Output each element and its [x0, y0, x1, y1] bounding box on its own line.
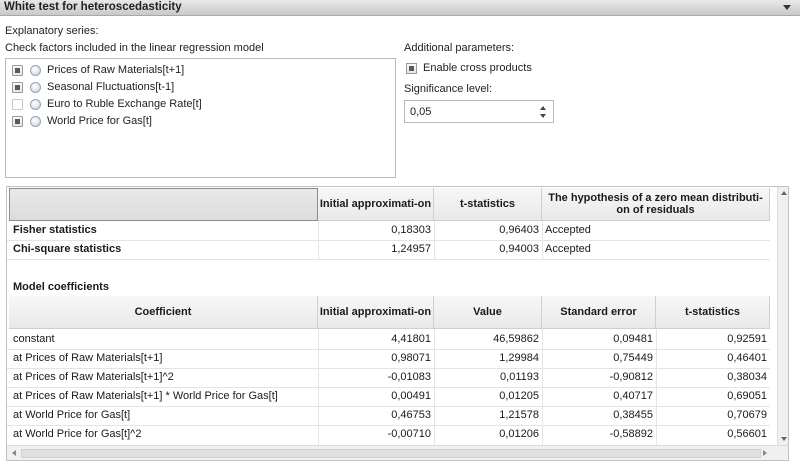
series-bullet-icon — [30, 116, 41, 127]
coef-t-statistic[interactable]: 0,92591 — [727, 333, 767, 345]
factor-checkbox[interactable] — [12, 82, 23, 93]
coef-std-error[interactable]: 0,09481 — [613, 333, 653, 345]
explanatory-series-label: Explanatory series: — [5, 25, 99, 37]
factor-item[interactable]: Prices of Raw Materials[t+1] — [6, 62, 386, 79]
significance-label: Significance level: — [404, 83, 493, 95]
coef-initial[interactable]: 0,98071 — [391, 352, 431, 364]
series-bullet-icon — [30, 82, 41, 93]
coef-name: at World Price for Gas[t]^2 — [13, 428, 142, 440]
factor-checkbox[interactable] — [12, 99, 23, 110]
coef-t-statistic[interactable]: 0,69051 — [727, 390, 767, 402]
scroll-up-icon[interactable] — [781, 191, 787, 195]
scroll-down-icon[interactable] — [781, 437, 787, 441]
test-initial[interactable]: 1,24957 — [391, 243, 431, 255]
series-bullet-icon — [30, 65, 41, 76]
col-header-initial[interactable]: Initial approximati-on — [318, 296, 434, 329]
panel-header[interactable]: White test for heteroscedasticity — [0, 0, 800, 16]
tests-corner-header — [9, 188, 318, 221]
coef-value[interactable]: 0,01205 — [499, 390, 539, 402]
coef-name: at Prices of Raw Materials[t+1]^2 — [13, 371, 174, 383]
col-header-coefficient[interactable]: Coefficient — [9, 296, 318, 329]
coef-initial[interactable]: -0,00710 — [387, 428, 431, 440]
coef-t-statistic[interactable]: 0,70679 — [727, 409, 767, 421]
factor-item[interactable]: Seasonal Fluctuations[t-1] — [6, 79, 386, 96]
coef-name: at World Price for Gas[t] — [13, 409, 131, 421]
coef-t-statistic[interactable]: 0,56601 — [727, 428, 767, 440]
factors-instruction: Check factors included in the linear reg… — [5, 42, 264, 54]
col-header-value[interactable]: Value — [434, 296, 542, 329]
coef-name: constant — [13, 333, 55, 345]
test-name: Fisher statistics — [13, 224, 97, 236]
coef-value[interactable]: 1,21578 — [499, 409, 539, 421]
coef-t-statistic[interactable]: 0,46401 — [727, 352, 767, 364]
col-header-t-statistics[interactable]: t-statistics — [434, 188, 542, 221]
factor-checkbox[interactable] — [12, 65, 23, 76]
factors-list[interactable]: Prices of Raw Materials[t+1] Seasonal Fl… — [5, 58, 396, 178]
coef-t-statistic[interactable]: 0,38034 — [727, 371, 767, 383]
cross-products-label: Enable cross products — [423, 62, 532, 74]
coef-std-error[interactable]: -0,58892 — [609, 428, 653, 440]
additional-parameters-label: Additional parameters: — [404, 42, 515, 54]
panel-title: White test for heteroscedasticity — [4, 1, 182, 13]
coef-std-error[interactable]: 0,75449 — [613, 352, 653, 364]
scroll-right-icon[interactable] — [763, 450, 767, 456]
coef-std-error[interactable]: 0,38455 — [613, 409, 653, 421]
test-t-statistic[interactable]: 0,96403 — [499, 224, 539, 236]
cross-products-checkbox[interactable] — [406, 63, 417, 74]
vertical-scrollbar[interactable] — [777, 187, 788, 445]
coef-value[interactable]: 0,01206 — [499, 428, 539, 440]
factor-checkbox[interactable] — [12, 116, 23, 127]
coef-std-error[interactable]: 0,40717 — [613, 390, 653, 402]
factor-name: Euro to Ruble Exchange Rate[t] — [47, 98, 202, 110]
coef-name: at Prices of Raw Materials[t+1] * World … — [13, 390, 278, 402]
significance-value[interactable]: 0,05 — [410, 106, 432, 118]
scroll-left-icon[interactable] — [12, 450, 16, 456]
coef-initial[interactable]: -0,01083 — [387, 371, 431, 383]
coef-std-error[interactable]: -0,90812 — [609, 371, 653, 383]
coef-value[interactable]: 46,59862 — [493, 333, 539, 345]
coef-value[interactable]: 0,01193 — [500, 371, 539, 383]
col-header-initial[interactable]: Initial approximati-on — [318, 188, 434, 221]
significance-spinner[interactable]: 0,05 — [404, 100, 554, 123]
coef-initial[interactable]: 0,46753 — [391, 409, 431, 421]
test-t-statistic[interactable]: 0,94003 — [499, 243, 539, 255]
test-initial[interactable]: 0,18303 — [391, 224, 431, 236]
model-coefficients-title: Model coefficients — [13, 281, 109, 293]
factor-item[interactable]: World Price for Gas[t] — [6, 113, 386, 130]
test-hypothesis[interactable]: Accepted — [545, 243, 591, 255]
horizontal-scrollbar[interactable] — [7, 445, 788, 460]
coef-initial[interactable]: 4,41801 — [391, 333, 431, 345]
coef-name: at Prices of Raw Materials[t+1] — [13, 352, 163, 364]
horizontal-scroll-thumb[interactable] — [21, 449, 761, 458]
results-grid[interactable]: Initial approximati-on t-statistics The … — [6, 186, 789, 461]
factor-name: Prices of Raw Materials[t+1] — [47, 64, 185, 76]
series-bullet-icon — [30, 99, 41, 110]
test-name: Chi-square statistics — [13, 243, 122, 255]
factor-item[interactable]: Euro to Ruble Exchange Rate[t] — [6, 96, 386, 113]
col-header-t-statistics[interactable]: t-statistics — [656, 296, 770, 329]
spin-down-icon[interactable] — [540, 114, 546, 118]
coef-initial[interactable]: 0,00491 — [391, 390, 431, 402]
test-hypothesis[interactable]: Accepted — [545, 224, 591, 236]
col-header-std-error[interactable]: Standard error — [542, 296, 656, 329]
spin-up-icon[interactable] — [540, 106, 546, 110]
collapse-arrow-icon[interactable] — [783, 5, 791, 10]
factor-name: Seasonal Fluctuations[t-1] — [47, 81, 175, 93]
coef-value[interactable]: 1,29984 — [499, 352, 539, 364]
col-header-hypothesis[interactable]: The hypothesis of a zero mean distributi… — [542, 188, 770, 221]
factor-name: World Price for Gas[t] — [47, 115, 152, 127]
